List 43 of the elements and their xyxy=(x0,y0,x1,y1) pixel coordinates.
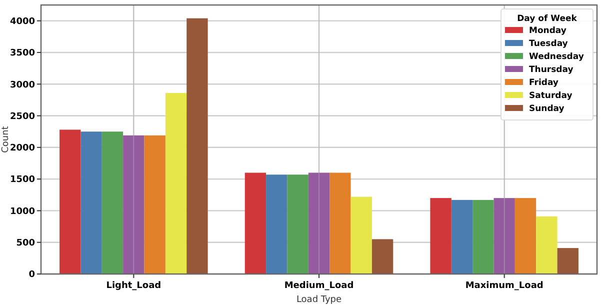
x-tick-label: Medium_Load xyxy=(284,281,354,291)
y-tick-label: 500 xyxy=(16,238,35,249)
legend-label: Friday xyxy=(529,78,559,88)
bar xyxy=(472,200,494,274)
bar xyxy=(557,248,578,274)
bar xyxy=(80,132,102,274)
legend-label: Thursday xyxy=(529,65,574,75)
y-tick-label: 2000 xyxy=(10,144,35,154)
bar xyxy=(123,135,144,274)
bar xyxy=(287,174,308,274)
y-tick-label: 1000 xyxy=(10,206,35,217)
bar xyxy=(430,198,452,274)
bar xyxy=(514,198,536,274)
legend-label: Sunday xyxy=(529,104,565,114)
bar xyxy=(165,92,187,274)
bar xyxy=(186,18,208,274)
bar xyxy=(350,196,372,274)
bar xyxy=(144,135,166,274)
y-tick-label: 1500 xyxy=(10,175,35,186)
legend-label: Tuesday xyxy=(529,39,568,49)
legend-title: Day of Week xyxy=(517,14,578,24)
bar xyxy=(60,130,81,274)
legend-label: Saturday xyxy=(529,91,573,101)
bar xyxy=(494,198,515,274)
y-tick-label: 2500 xyxy=(10,112,35,122)
bar xyxy=(308,172,330,274)
y-axis-title: Count xyxy=(1,126,11,153)
legend-label: Monday xyxy=(529,26,567,36)
x-tick-label: Maximum_Load xyxy=(465,281,544,291)
bar xyxy=(102,132,124,274)
bar xyxy=(244,172,266,274)
legend-label: Wednesday xyxy=(529,52,584,62)
bar xyxy=(536,216,558,274)
bar xyxy=(372,239,394,274)
bar xyxy=(266,174,288,274)
bar xyxy=(330,172,351,274)
x-axis-title: Load Type xyxy=(296,295,342,305)
y-tick-label: 0 xyxy=(28,270,35,280)
bar xyxy=(451,200,473,274)
y-tick-label: 3000 xyxy=(10,80,35,90)
y-tick-label: 3500 xyxy=(10,48,35,59)
x-tick-label: Light_Load xyxy=(106,281,162,291)
y-tick-label: 4000 xyxy=(10,16,35,27)
